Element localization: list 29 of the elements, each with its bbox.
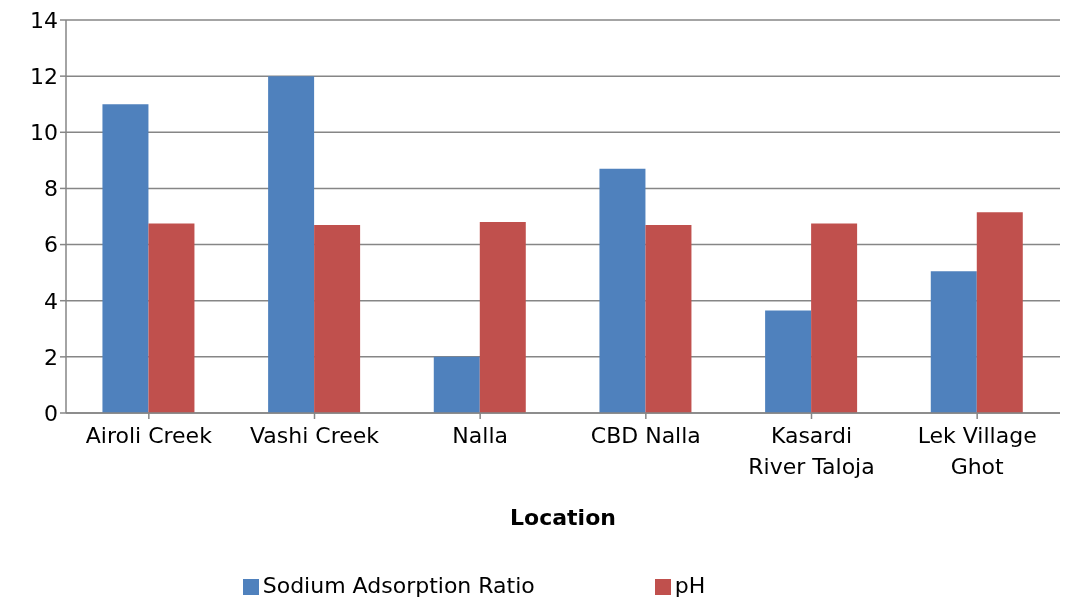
bar [645,224,692,413]
y-tick-label: 2 [44,344,58,370]
y-tick-label: 4 [44,288,58,314]
bar [599,168,646,413]
bar [765,310,812,413]
bar [479,222,526,413]
y-tick-label: 14 [30,7,58,33]
x-tick-label: Nalla [452,423,508,448]
bar [102,104,149,413]
y-tick-label: 6 [44,232,58,258]
bar [976,212,1023,413]
x-tick-label: Airoli Creek [85,423,213,448]
y-tick-label: 0 [44,400,58,426]
bar [433,356,480,413]
y-tick-label: 12 [30,63,58,89]
bar [268,76,315,413]
y-tick-label: 8 [44,176,58,202]
x-axis-title: Location [510,505,616,530]
x-tick-label: Kasardi River Taloja [748,423,875,479]
x-tick-label: CBD Nalla [590,423,701,448]
bar [811,223,858,413]
x-tick-label: Lek Village Ghot [917,423,1037,479]
bar [148,223,195,413]
legend-label: Sodium Adsorption Ratio [262,573,535,598]
x-tick-label: Vashi Creek [249,423,380,448]
bar [314,224,361,413]
y-tick-label: 10 [30,120,58,146]
legend-label: pH [674,573,706,598]
bar [930,271,977,413]
